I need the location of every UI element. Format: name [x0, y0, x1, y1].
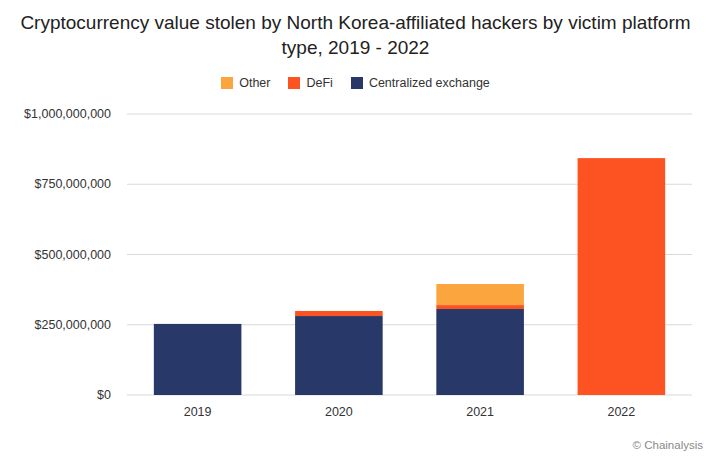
legend-swatch — [288, 77, 300, 89]
bar-segment — [295, 316, 383, 395]
title: Cryptocurrency value stolen by North Kor… — [20, 10, 691, 60]
bar-segment — [578, 158, 666, 395]
bar-segment — [436, 309, 524, 395]
bar-segment — [578, 158, 666, 159]
legend-swatch — [221, 77, 233, 89]
bar-segment — [295, 311, 383, 316]
legend-item: DeFi — [288, 76, 332, 90]
bar-segment — [154, 324, 242, 395]
source: © Chainalysis — [633, 439, 704, 451]
y-tick-label: $500,000,000 — [35, 248, 112, 262]
legend-swatch — [351, 77, 363, 89]
legend-label: DeFi — [306, 76, 332, 90]
x-tick-label: 2019 — [184, 405, 212, 419]
legend-item: Other — [221, 76, 270, 90]
x-tick-label: 2020 — [325, 405, 353, 419]
legend-label: Centralized exchange — [369, 76, 490, 90]
bars — [154, 158, 665, 395]
grid-line — [127, 114, 692, 115]
bar-segment — [295, 310, 383, 311]
bar-segment — [436, 284, 524, 305]
bar-segment — [154, 323, 242, 324]
y-tick-label: $250,000,000 — [35, 318, 112, 332]
legend-label: Other — [239, 76, 270, 90]
bar-segment — [154, 323, 242, 324]
y-tick-label: $0 — [97, 388, 111, 402]
chart: $0 $250,000,000 $500,000,000 $750,000,000 $1… — [0, 0, 711, 459]
legend: Other DeFi Centralized exchange — [0, 76, 711, 90]
x-tick-label: 2022 — [607, 405, 635, 419]
y-tick-label: $1,000,000,000 — [24, 107, 111, 121]
y-tick-label: $750,000,000 — [35, 177, 112, 191]
legend-item: Centralized exchange — [351, 76, 490, 90]
bar-segment — [436, 305, 524, 309]
x-tick-label: 2021 — [466, 405, 494, 419]
